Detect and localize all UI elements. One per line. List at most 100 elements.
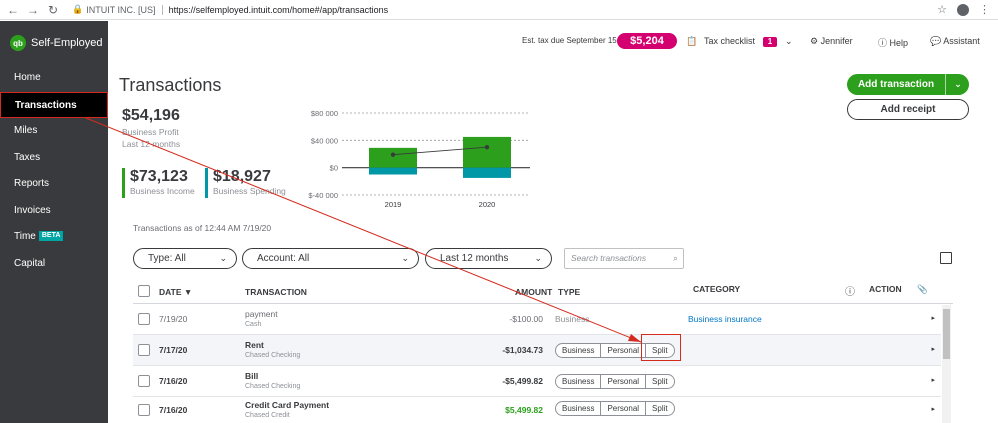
row-type[interactable]: Business bbox=[555, 314, 590, 324]
tax-due-label: Est. tax due September 15: bbox=[522, 36, 619, 45]
scrollbar[interactable] bbox=[942, 305, 951, 423]
search-placeholder: Search transactions bbox=[571, 253, 647, 263]
date-column-header[interactable]: DATE ▼ bbox=[159, 287, 193, 297]
type-personal-button[interactable]: Personal bbox=[601, 402, 647, 415]
row-checkbox[interactable] bbox=[138, 313, 150, 325]
back-icon[interactable]: ← bbox=[7, 2, 19, 17]
table-row[interactable]: 7/16/20 Bill Chased Checking -$5,499.82 … bbox=[133, 366, 941, 397]
chart-y-tick-label: $-40 000 bbox=[308, 191, 338, 200]
sidebar-item-home[interactable]: Home bbox=[14, 72, 41, 83]
row-date: 7/16/20 bbox=[159, 376, 188, 386]
table-row[interactable]: 7/19/20 payment Cash -$100.00 Business B… bbox=[133, 304, 941, 335]
row-expand-icon[interactable]: ▸ bbox=[931, 315, 935, 322]
table-row[interactable]: 7/16/20 Credit Card Payment Chased Credi… bbox=[133, 397, 941, 423]
row-amount: $5,499.82 bbox=[505, 405, 543, 415]
tax-due-badge[interactable]: $5,204 bbox=[617, 33, 677, 49]
url-field[interactable]: https://selfemployed.intuit.com/home#/ap… bbox=[168, 4, 389, 15]
assistant-label: Assistant bbox=[943, 36, 980, 46]
page-title: Transactions bbox=[119, 75, 222, 95]
button-divider bbox=[945, 74, 946, 95]
chart-bar-spending bbox=[463, 167, 511, 178]
reload-icon[interactable]: ↻ bbox=[47, 2, 59, 17]
annotation-highlight-box bbox=[641, 334, 681, 361]
chart-profit-point bbox=[484, 144, 490, 150]
chart-bar-income bbox=[369, 147, 417, 168]
chevron-down-icon[interactable]: ⌄ bbox=[785, 36, 793, 46]
help-button[interactable]: ⓘ Help bbox=[878, 36, 908, 49]
spending-metric: $18,927 Business Spending bbox=[205, 168, 286, 198]
sidebar-item-taxes[interactable]: Taxes bbox=[14, 151, 41, 163]
clipboard-icon[interactable]: 📋 bbox=[686, 36, 698, 46]
profit-period: Last 12 months bbox=[122, 139, 181, 149]
row-expand-icon[interactable]: ▸ bbox=[931, 346, 935, 353]
beta-badge: BETA bbox=[38, 231, 64, 242]
row-date: 7/19/20 bbox=[159, 314, 188, 324]
brand[interactable]: qb Self-Employed bbox=[0, 21, 108, 65]
type-personal-button[interactable]: Personal bbox=[601, 375, 647, 388]
user-name: Jennifer bbox=[820, 36, 853, 46]
forward-icon[interactable]: → bbox=[27, 2, 39, 17]
add-transaction-button[interactable]: Add transaction ⌄ bbox=[847, 74, 969, 95]
assistant-button[interactable]: 💬 Assistant bbox=[930, 36, 980, 47]
chat-icon: 💬 bbox=[930, 36, 942, 46]
type-split-button[interactable]: Split bbox=[652, 377, 668, 386]
user-menu[interactable]: ⚙ Jennifer bbox=[810, 36, 853, 47]
star-icon[interactable]: ☆ bbox=[937, 4, 947, 16]
type-business-button[interactable]: Business bbox=[556, 344, 602, 357]
row-expand-icon[interactable]: ▸ bbox=[931, 377, 935, 384]
row-date: 7/17/20 bbox=[159, 345, 188, 355]
paperclip-icon[interactable]: 📎 bbox=[917, 284, 928, 294]
chevron-down-icon[interactable]: ⌄ bbox=[954, 79, 962, 89]
sidebar-item-miles[interactable]: Miles bbox=[14, 125, 38, 136]
menu-icon[interactable]: ⋮ bbox=[979, 4, 990, 16]
sidebar-item-transactions[interactable]: Transactions bbox=[0, 91, 108, 118]
type-filter[interactable]: Type: All ⌄ bbox=[133, 248, 237, 269]
chart-profit-point bbox=[390, 152, 396, 157]
row-account: Cash bbox=[245, 321, 262, 328]
amount-column-header: AMOUNT bbox=[515, 287, 553, 297]
period-filter[interactable]: Last 12 months ⌄ bbox=[425, 248, 552, 269]
chart-y-tick-label: $80 000 bbox=[311, 109, 338, 118]
chevron-down-icon: ⌄ bbox=[219, 253, 227, 263]
type-business-button[interactable]: Business bbox=[556, 402, 602, 415]
row-category[interactable]: Business insurance bbox=[688, 314, 762, 324]
checklist-count-badge: 1 bbox=[763, 37, 778, 47]
scrollbar-thumb[interactable] bbox=[943, 309, 950, 359]
table-row[interactable]: 7/17/20 Rent Chased Checking -$1,034.73 … bbox=[133, 335, 941, 366]
sidebar-item-time[interactable]: Time BETA bbox=[0, 224, 108, 251]
chevron-down-icon: ⌄ bbox=[534, 253, 542, 263]
type-split-button[interactable]: Split bbox=[652, 404, 668, 413]
type-split-button[interactable]: Split bbox=[652, 346, 668, 355]
sidebar-item-capital[interactable]: Capital bbox=[14, 257, 46, 269]
row-account: Chased Credit bbox=[245, 412, 290, 419]
type-personal-button[interactable]: Personal bbox=[601, 344, 647, 357]
type-toggle: Business Personal Split bbox=[555, 374, 675, 389]
row-amount: -$100.00 bbox=[509, 314, 543, 324]
row-checkbox[interactable] bbox=[138, 344, 150, 356]
add-receipt-button[interactable]: Add receipt bbox=[847, 99, 969, 120]
search-input[interactable]: Search transactions ⌕ bbox=[564, 248, 684, 269]
row-checkbox[interactable] bbox=[138, 404, 150, 416]
profile-icon[interactable] bbox=[957, 3, 969, 16]
row-amount: -$1,034.73 bbox=[502, 345, 543, 355]
row-expand-icon[interactable]: ▸ bbox=[931, 406, 935, 413]
chart-x-tick-label: 2020 bbox=[479, 200, 496, 209]
income-label: Business Income bbox=[130, 186, 195, 196]
sidebar-item-invoices[interactable]: Invoices bbox=[14, 204, 51, 216]
period-filter-value: Last 12 months bbox=[440, 253, 509, 264]
account-filter[interactable]: Account: All ⌄ bbox=[242, 248, 419, 269]
income-value: $73,123 bbox=[130, 168, 188, 185]
select-all-checkbox[interactable] bbox=[138, 285, 150, 297]
gear-icon: ⚙ bbox=[810, 36, 819, 46]
profit-value: $54,196 bbox=[122, 107, 180, 124]
sidebar-item-reports[interactable]: Reports bbox=[14, 178, 50, 189]
row-checkbox[interactable] bbox=[138, 375, 150, 387]
search-icon[interactable]: ⌕ bbox=[672, 253, 678, 263]
help-circle-icon[interactable]: ⓘ bbox=[845, 287, 855, 298]
site-identity: INTUIT INC. [US] bbox=[86, 4, 156, 15]
row-account: Chased Checking bbox=[245, 352, 301, 359]
type-business-button[interactable]: Business bbox=[556, 375, 602, 388]
export-icon[interactable] bbox=[940, 252, 952, 264]
chart-y-tick-label: $40 000 bbox=[311, 136, 338, 145]
tax-checklist-button[interactable]: Tax checklist 1 ⌄ bbox=[704, 36, 793, 47]
